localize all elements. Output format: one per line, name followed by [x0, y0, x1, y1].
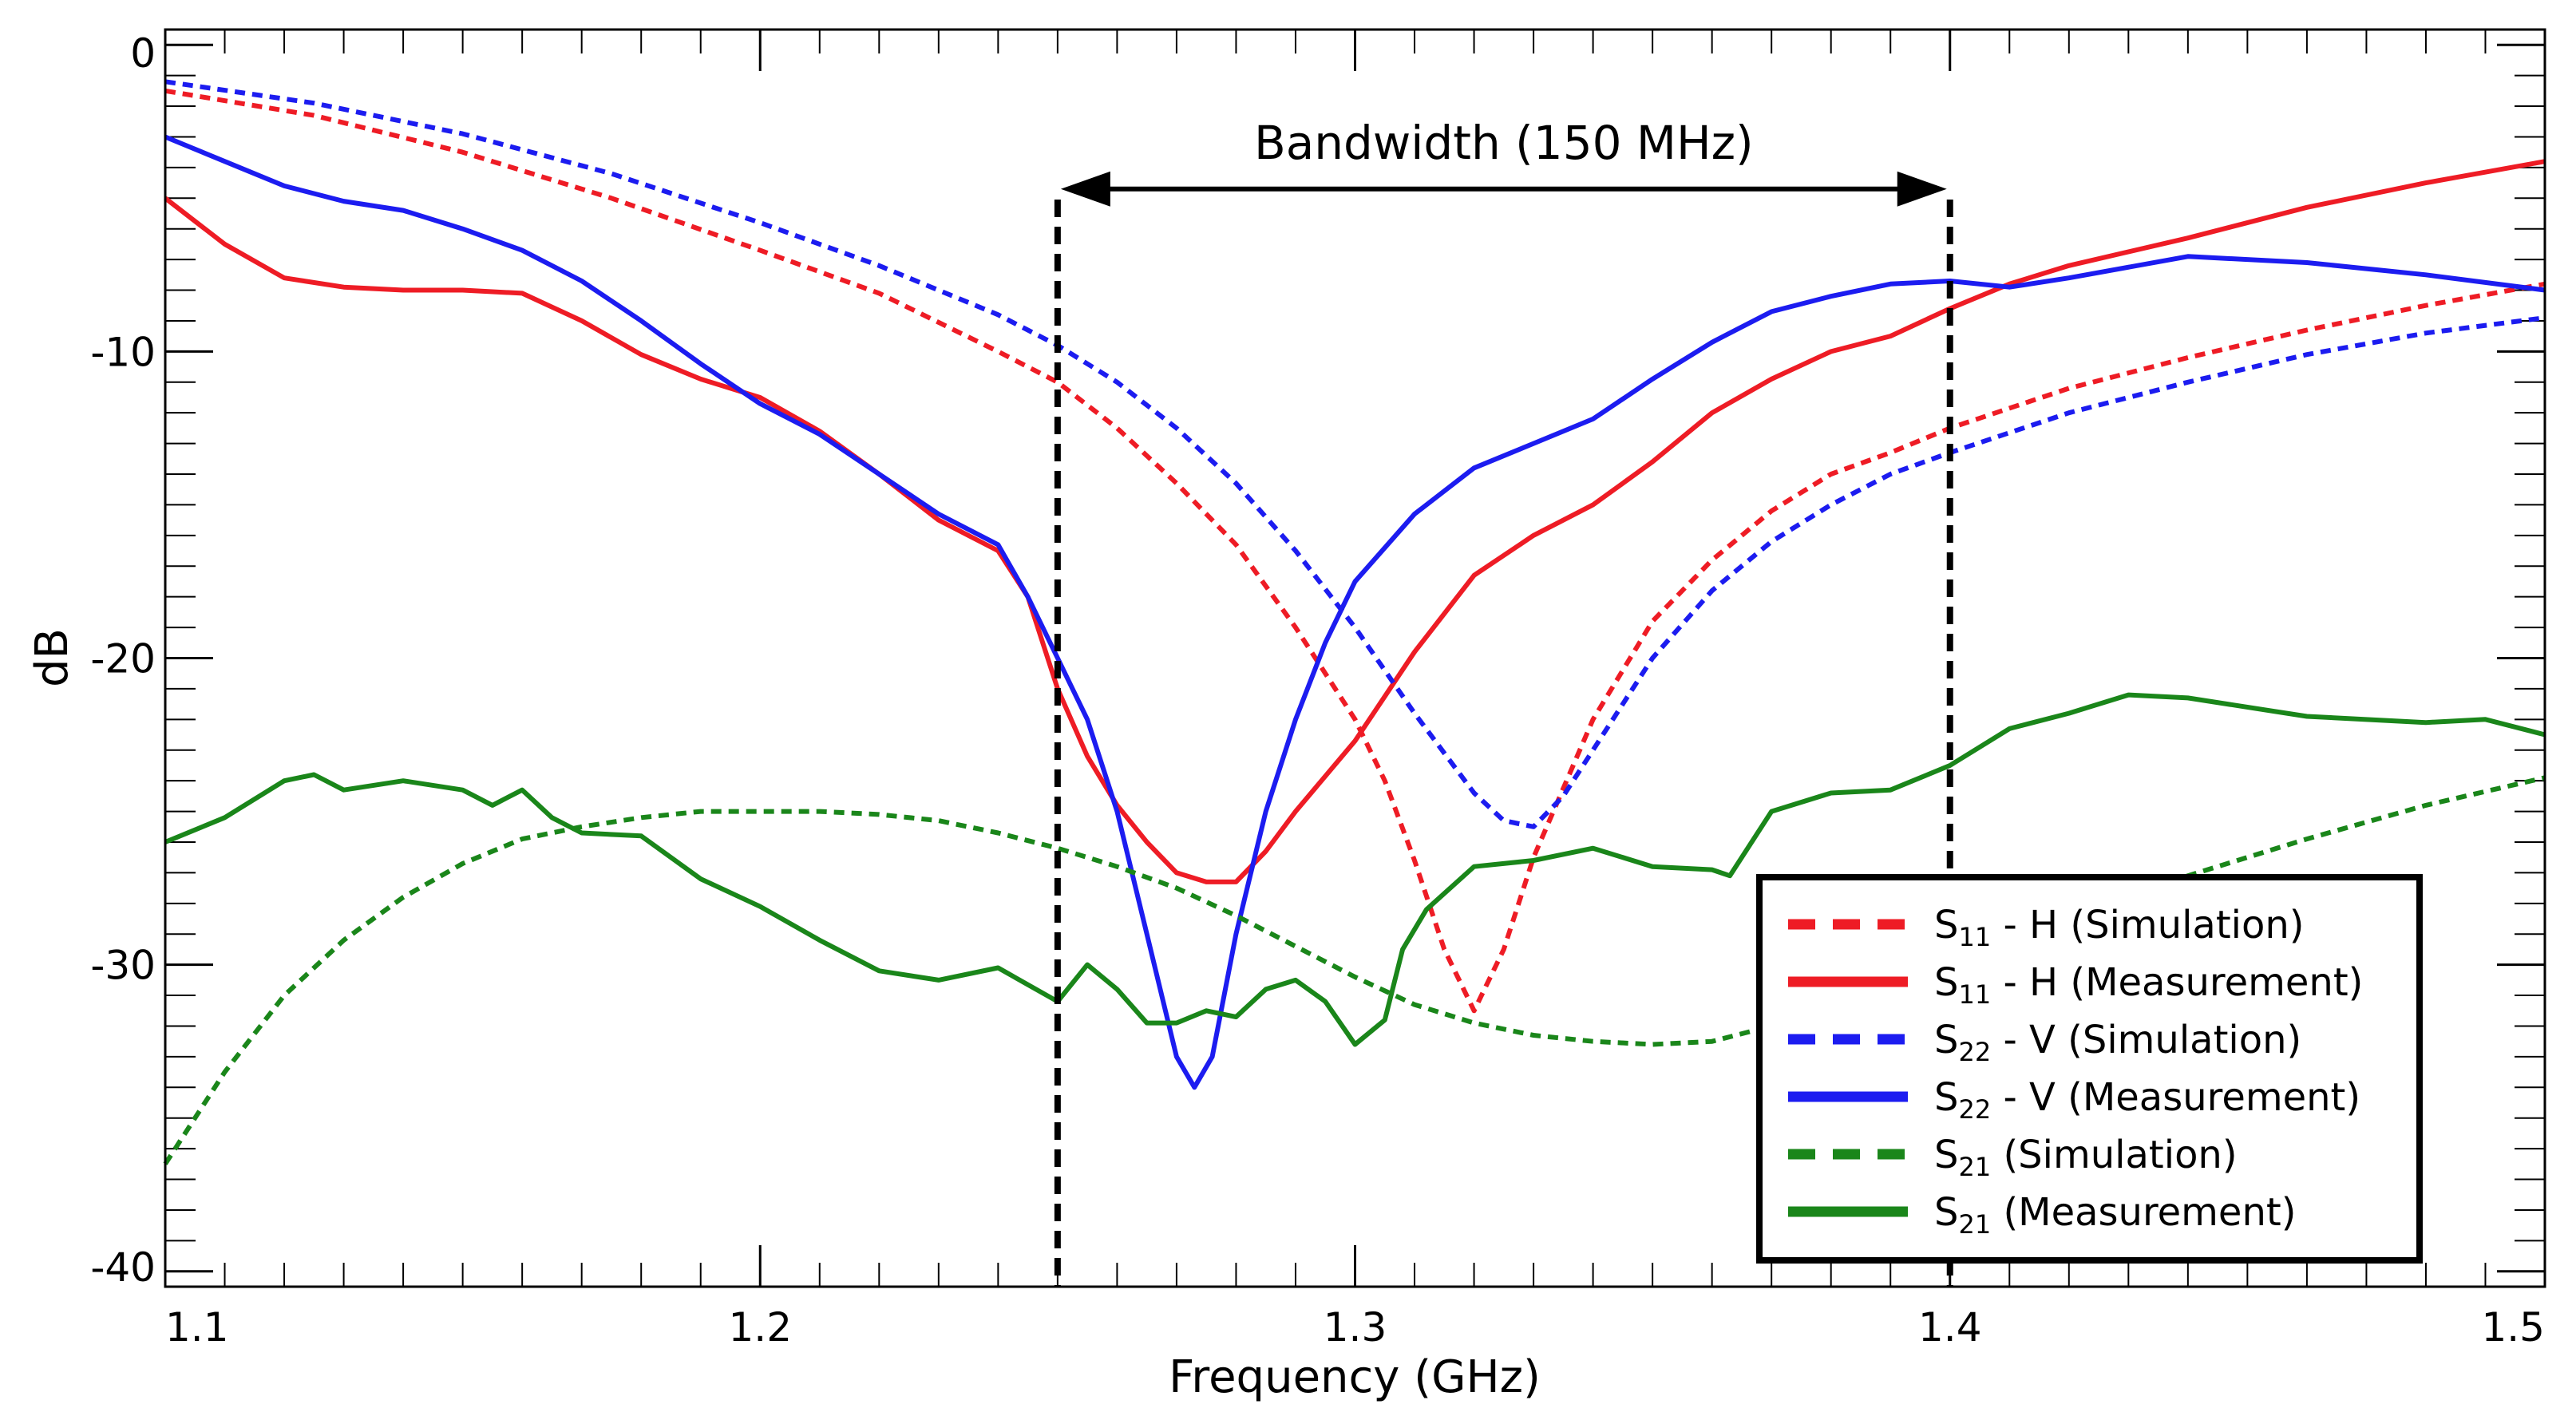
- series-line-s22-v-measurement: [164, 134, 2546, 1090]
- x-tick-label: 1.4: [1918, 1304, 1982, 1351]
- legend-label: S21 (Simulation): [1934, 1133, 2238, 1182]
- y-tick-label: -30: [90, 943, 156, 989]
- y-tick-label: -10: [90, 329, 156, 375]
- legend: S11 - H (Simulation) S11 - H (Measurement…: [1756, 874, 2423, 1264]
- x-tick-label: 1.3: [1324, 1304, 1387, 1351]
- legend-label: S21 (Measurement): [1934, 1190, 2296, 1240]
- legend-label: S11 - H (Measurement): [1934, 960, 2363, 1010]
- series-line-s22-v-simulation: [164, 79, 2546, 829]
- plot-frame: [164, 28, 2546, 1288]
- x-tick-label: 1.1: [165, 1304, 229, 1351]
- series-line-s11-h-measurement: [164, 159, 2546, 884]
- legend-label: S22 - V (Simulation): [1934, 1018, 2301, 1067]
- y-tick-label: 0: [130, 30, 156, 77]
- y-tick-label: -40: [90, 1244, 156, 1291]
- x-tick-labels: 1.1 1.2 1.3 1.4 1.5: [165, 1304, 2545, 1351]
- x-tick-label: 1.2: [728, 1304, 792, 1351]
- y-tick-label: -20: [90, 636, 156, 682]
- legend-label: S11 - H (Simulation): [1934, 903, 2305, 952]
- legend-box: [1756, 874, 2423, 1264]
- x-axis-title: Frequency (GHz): [1169, 1351, 1541, 1403]
- series-line-s21-measurement: [164, 692, 2546, 1047]
- x-tick-label: 1.5: [2481, 1304, 2545, 1351]
- y-axis-title: dB: [26, 628, 78, 687]
- series-lines: [163, 79, 2546, 1165]
- bandwidth-marker: Bandwidth (150 MHz): [1054, 116, 1953, 1287]
- y-tick-labels: 0 -10 -20 -30 -40: [90, 30, 156, 1291]
- bandwidth-arrowhead-left: [1060, 171, 1110, 207]
- series-line-s21-simulation: [163, 775, 2546, 1165]
- legend-label: S22 - V (Measurement): [1934, 1075, 2360, 1125]
- bandwidth-label: Bandwidth (150 MHz): [1254, 116, 1754, 170]
- bandwidth-arrowhead-right: [1897, 171, 1947, 207]
